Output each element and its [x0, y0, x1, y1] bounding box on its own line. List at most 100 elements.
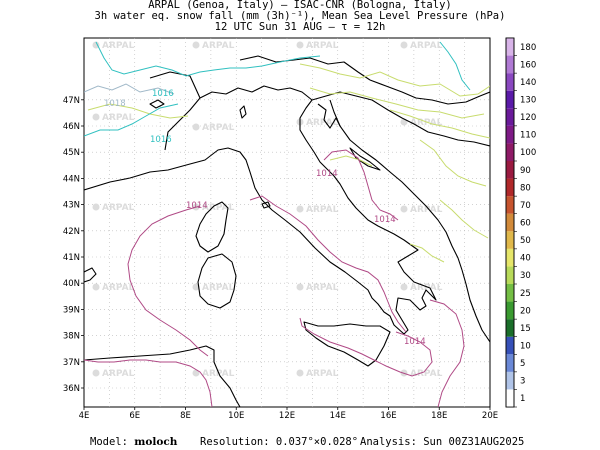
svg-text:ARPAL: ARPAL [202, 41, 235, 51]
colorbar-label: 100 [520, 148, 536, 158]
border-alps [199, 85, 313, 101]
isobars [84, 41, 471, 407]
colorbar-swatch [506, 213, 514, 232]
colorbar-swatch [506, 125, 514, 144]
colorbar-swatch [506, 336, 514, 355]
svg-text:ARPAL: ARPAL [410, 41, 443, 51]
colorbar-swatch [506, 284, 514, 302]
svg-text:ARPAL: ARPAL [202, 283, 235, 293]
lon-tick-label: 6E [129, 411, 140, 421]
colorbar-swatch [506, 196, 514, 214]
coastline-balkans [329, 99, 463, 271]
watermark-arpal: ARPAL [192, 283, 235, 293]
coastline-sicily [303, 321, 391, 367]
colorbar-swatch [506, 178, 514, 197]
colorbar-label: 90 [520, 166, 531, 176]
watermark-arpal: ARPAL [400, 283, 443, 293]
watermark-arpal: ARPAL [92, 203, 135, 213]
colorbar-label: 40 [520, 254, 531, 264]
svg-text:ARPAL: ARPAL [102, 203, 135, 213]
colorbar-swatch [506, 248, 514, 267]
colorbar-swatch [506, 90, 514, 109]
watermark-arpal: ARPAL [296, 41, 339, 51]
watermark-arpal: ARPAL [192, 41, 235, 51]
svg-text:ARPAL: ARPAL [410, 118, 443, 128]
watermark-arpal: ARPAL [296, 205, 339, 215]
colorbar-label: 70 [520, 201, 531, 211]
colorbar-swatch [506, 354, 514, 372]
footer-model-label: Model: [90, 436, 128, 448]
colorbar-swatch [506, 231, 514, 249]
coastline-corsica [195, 201, 229, 253]
svg-text:ARPAL: ARPAL [102, 113, 135, 123]
lon-tick-label: 12E [279, 411, 295, 421]
watermark-arpal: ARPAL [296, 283, 339, 293]
colorbar-swatch [506, 38, 514, 56]
svg-text:ARPAL: ARPAL [306, 283, 339, 293]
footer-analysis: Analysis: Sun 00Z31AUG2025 [360, 436, 524, 448]
colorbar-label: 60 [520, 219, 531, 229]
coastline-croatia-islands [349, 147, 381, 171]
lat-tick-label: 37N [63, 358, 80, 368]
watermark-arpal: ARPAL [400, 205, 443, 215]
svg-text:ARPAL: ARPAL [306, 369, 339, 379]
isobar-label: 1016 [152, 89, 174, 99]
colorbar-swatch [506, 73, 514, 91]
isobar-label: 1014 [186, 201, 208, 211]
coastline-istria [317, 103, 341, 129]
border-austria [239, 55, 371, 81]
watermark-layer: ARPAL ARPAL ARPAL ARPAL ARPAL ARPAL ARPAL ARPAL… [92, 41, 443, 379]
colorbar-label: 110 [520, 131, 536, 141]
colorbar-swatch [506, 319, 514, 337]
watermark-arpal: ARPAL [92, 369, 135, 379]
footer-analysis-label: Analysis: [360, 436, 417, 448]
coastline-west [84, 267, 97, 283]
colorbar-label: 30 [520, 271, 531, 281]
colorbar-swatch [506, 301, 514, 320]
colorbar-label: 130 [520, 96, 536, 106]
lat-tick-label: 36N [63, 384, 80, 394]
coastlines [84, 55, 490, 407]
footer-model: Model: moloch [90, 436, 177, 448]
colorbar-label: 3 [520, 377, 525, 387]
lat-tick-label: 44N [63, 174, 80, 184]
lat-tick-label: 47N [63, 96, 80, 106]
coastline-mainland [84, 99, 437, 335]
colorbar-label: 180 [520, 43, 536, 53]
colorbar-label: 20 [520, 306, 531, 316]
lon-tick-label: 8E [180, 411, 191, 421]
footer-analysis-value: Sun 00Z31AUG2025 [423, 436, 525, 448]
lat-tick-label: 41N [63, 253, 80, 263]
svg-text:ARPAL: ARPAL [202, 369, 235, 379]
colorbar-label: 140 [520, 78, 536, 88]
isobar-label: 1014 [374, 215, 396, 225]
border-slovenia [311, 91, 490, 147]
isobar-1016 [95, 41, 321, 77]
coastline-sardinia [197, 253, 237, 309]
watermark-arpal: ARPAL [92, 283, 135, 293]
footer-resolution: Resolution: 0.037°×0.028° [200, 436, 358, 448]
svg-text:ARPAL: ARPAL [202, 203, 235, 213]
isobar-label: 1014 [316, 169, 338, 179]
lat-tick-label: 45N [63, 148, 80, 158]
colorbar-swatch [506, 143, 514, 161]
lon-tick-label: 4E [79, 411, 90, 421]
colorbar-swatch [506, 266, 514, 284]
colorbar-label: 1 [520, 394, 525, 404]
colorbar-swatch [506, 389, 514, 407]
colorbar-label: 80 [520, 183, 531, 193]
watermark-arpal: ARPAL [296, 369, 339, 379]
footer-resolution-label: Resolution: [200, 436, 270, 448]
isobar-label: 1018 [104, 99, 126, 109]
svg-text:ARPAL: ARPAL [102, 283, 135, 293]
isobar-labels: 1018 1016 1016 1014 1014 1014 1014 [104, 89, 426, 347]
isobar-label: 1016 [150, 135, 172, 145]
colorbar-label: 15 [520, 324, 531, 334]
svg-text:ARPAL: ARPAL [102, 41, 135, 51]
coastline-greece [461, 269, 490, 343]
svg-text:ARPAL: ARPAL [410, 205, 443, 215]
colorbar-label: 160 [520, 60, 536, 70]
svg-text:ARPAL: ARPAL [202, 123, 235, 133]
header-title-line1: ARPAL (Genoa, Italy) — ISAC-CNR (Bologna… [148, 0, 452, 11]
snowfall-contours [87, 63, 490, 263]
